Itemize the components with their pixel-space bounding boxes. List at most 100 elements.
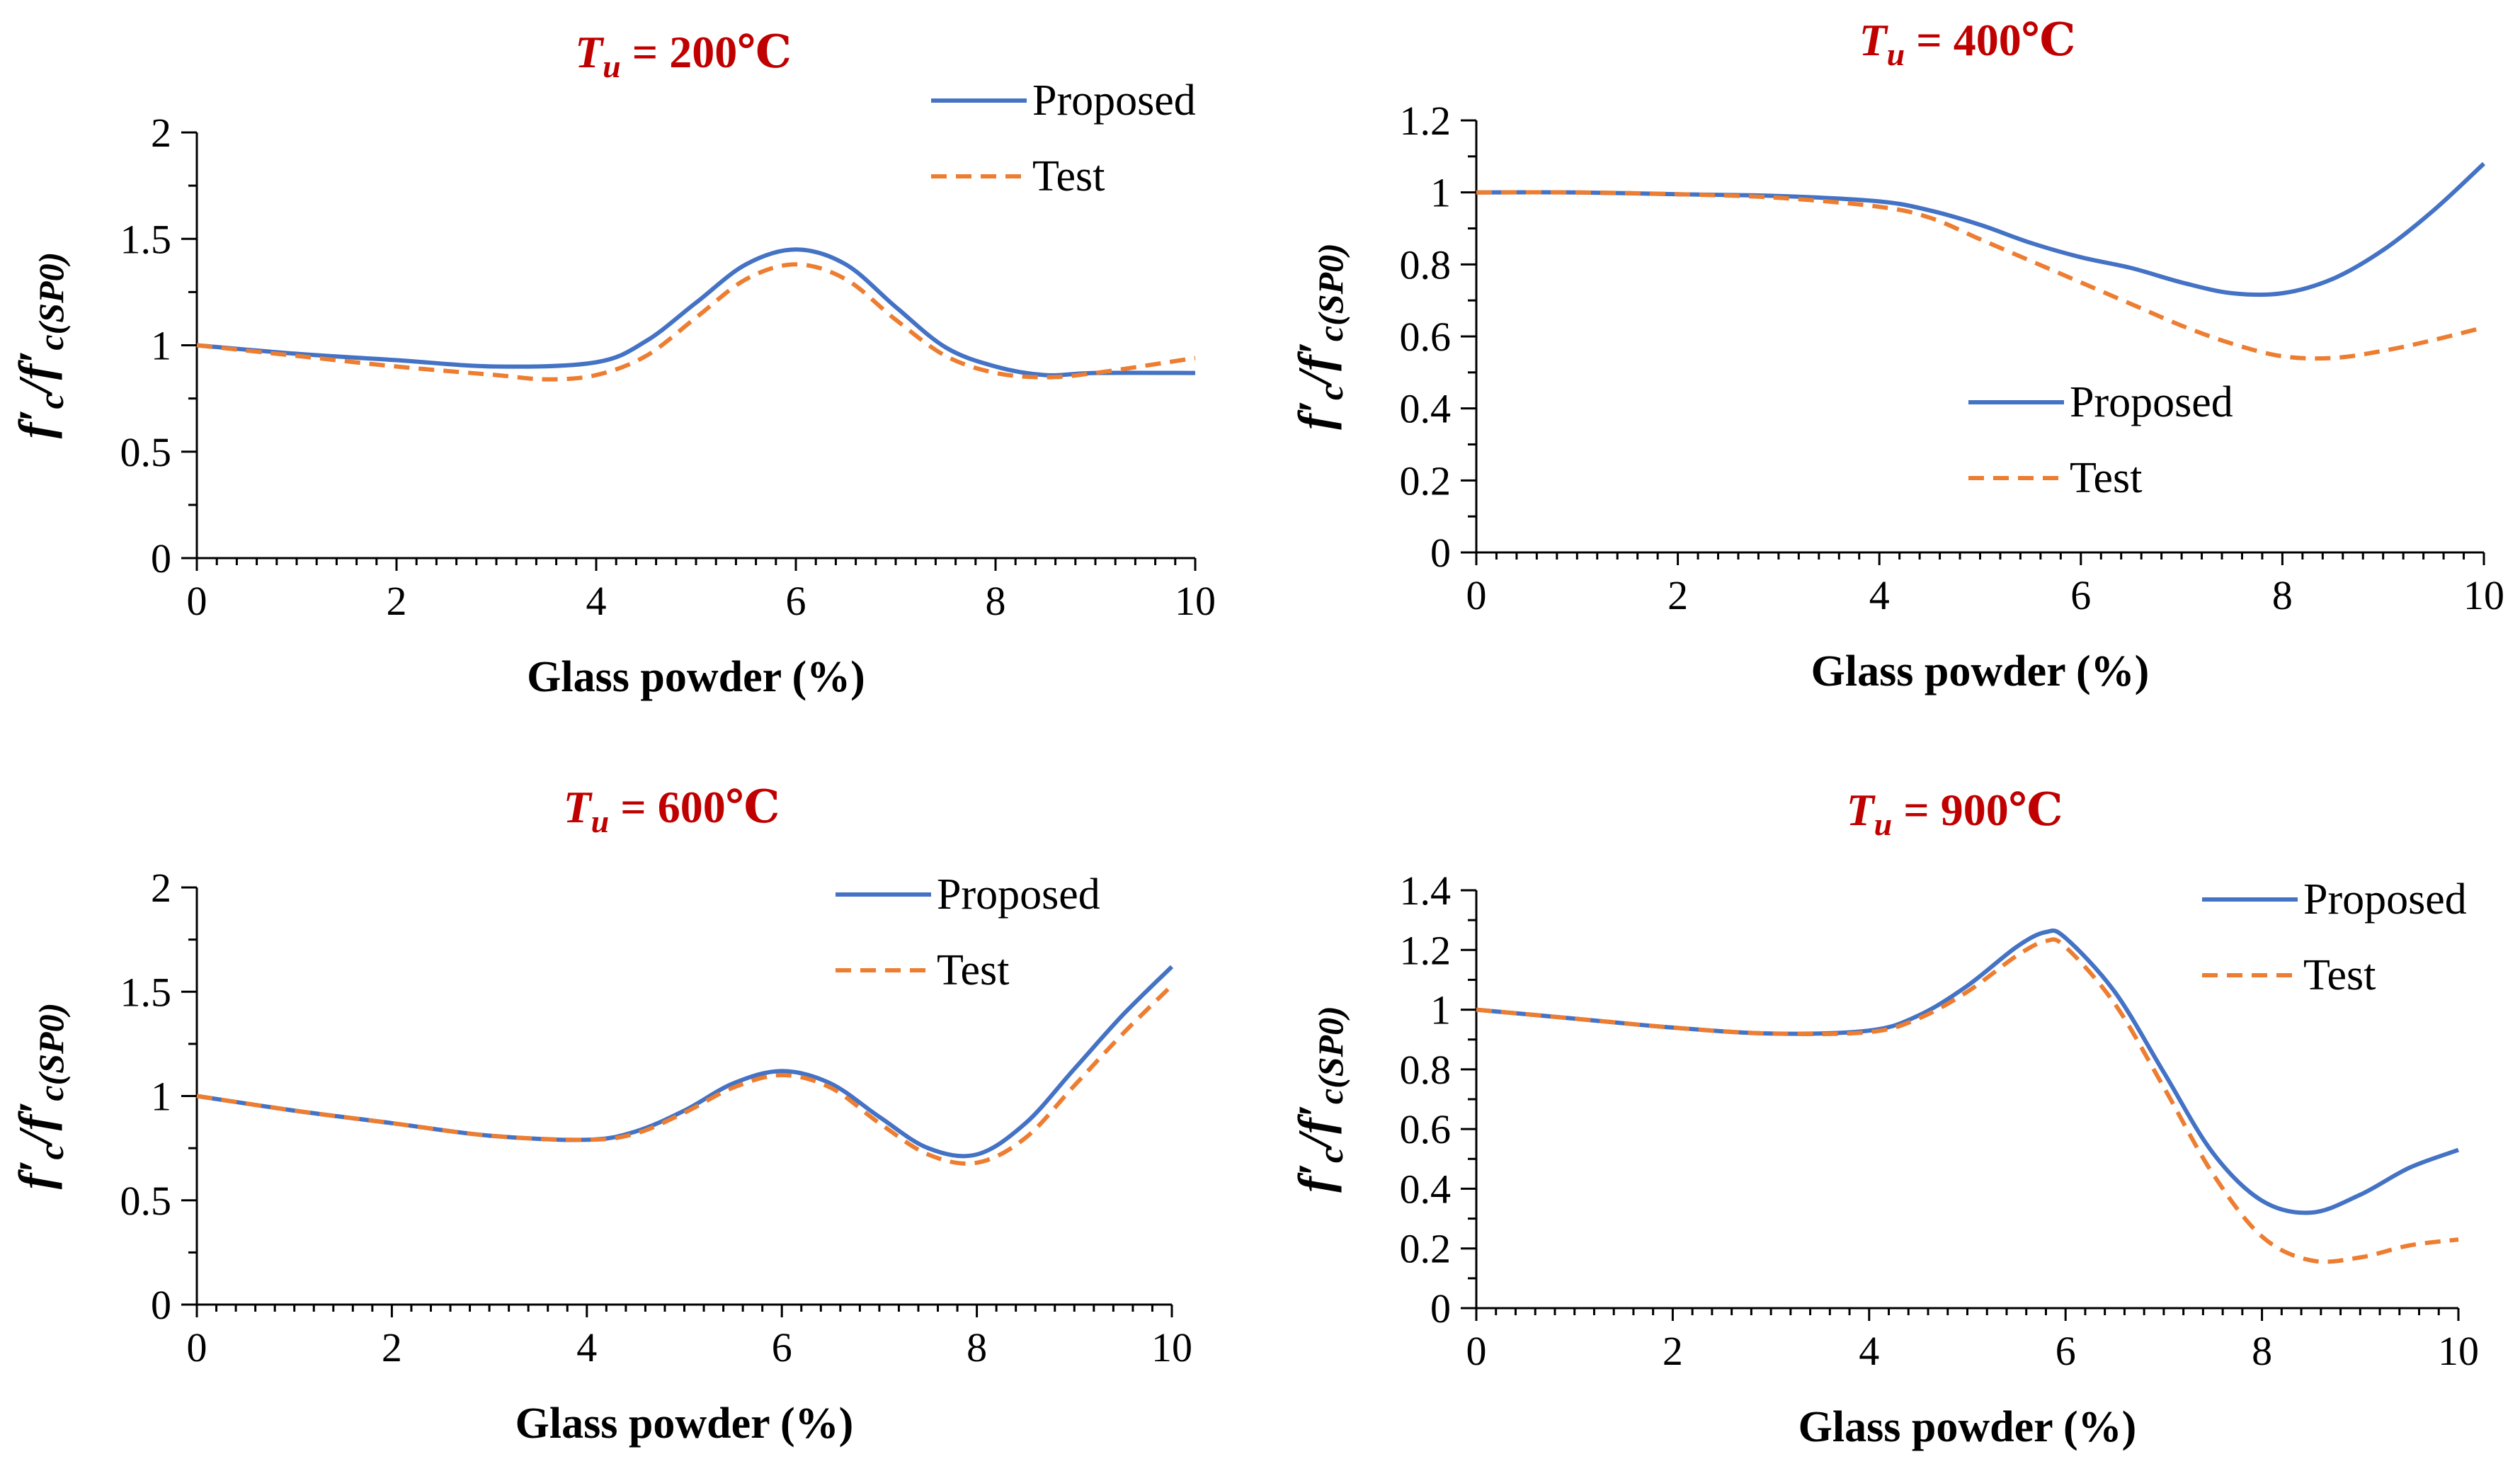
chart-title: Tu = 200℃ (575, 27, 792, 84)
series-line-test (196, 262, 1196, 382)
x-tick-label: 8 (2272, 572, 2293, 618)
x-tick-label: 8 (986, 578, 1006, 624)
y-tick-label: 1 (1430, 170, 1451, 216)
x-tick-label: 10 (1151, 1324, 1192, 1370)
title-subscript: u (1887, 36, 1905, 72)
y-title-sep: /f′ (1288, 1104, 1342, 1151)
y-tick-label: 0 (1430, 1285, 1451, 1332)
chart-title: Tu = 900℃ (1847, 785, 2063, 842)
y-title-sub1: c (1311, 1147, 1350, 1163)
series-line-proposed (196, 965, 1174, 1159)
legend-label-test: Test (2303, 951, 2376, 999)
y-tick-label: 2 (151, 110, 171, 156)
y-tick-label: 0 (1430, 530, 1451, 576)
x-tick-label: 10 (2438, 1328, 2479, 1374)
y-title-f1: f′ (8, 1159, 62, 1189)
x-axis-title: Glass powder (%) (1811, 647, 2150, 696)
y-title-sub1: c (31, 1144, 71, 1159)
y-title-sub1: c (31, 393, 71, 409)
y-title-sep: /f′ (1288, 341, 1342, 388)
y-tick-label: 0.4 (1400, 386, 1452, 432)
y-tick-label: 0.6 (1400, 314, 1452, 360)
legend-label-proposed: Proposed (2303, 875, 2467, 924)
series-line-proposed (1476, 161, 2486, 297)
title-rest: = 400℃ (1905, 15, 2075, 65)
x-tick-label: 0 (187, 1324, 207, 1370)
y-title-sub1: c (1311, 385, 1350, 400)
x-tick-label: 0 (187, 578, 207, 624)
series-line-proposed (196, 247, 1196, 377)
title-symbol: T (1847, 785, 1876, 835)
legend-label-test: Test (937, 946, 1009, 994)
chart-title: Tu = 600℃ (564, 782, 780, 839)
y-title-sub2: c(SP0) (1311, 243, 1350, 341)
series-line-proposed (1476, 929, 2460, 1215)
y-title-sep: /f′ (8, 1101, 62, 1148)
chart-panel-3: 0 2 4 6 8 10 0 0.5 1 1.5 2 Glass powder (%) f′c/f′c(… (8, 782, 1192, 1448)
title-rest: = 600℃ (609, 782, 780, 832)
y-tick-label: 1.5 (120, 216, 172, 262)
y-tick-label: 0.6 (1400, 1106, 1452, 1152)
x-tick-label: 2 (1663, 1328, 1683, 1374)
y-tick-label: 0.2 (1400, 1226, 1452, 1272)
x-tick-label: 2 (387, 578, 407, 624)
x-tick-label: 6 (786, 578, 806, 624)
y-axis-title: f′c/f′c(SP0) (1288, 1006, 1350, 1193)
y-tick-label: 0 (151, 535, 171, 581)
y-tick-label: 1 (151, 1074, 171, 1120)
title-symbol: T (575, 27, 605, 77)
y-title-sub2: c(SP0) (1311, 1006, 1350, 1104)
title-symbol: T (1859, 15, 1889, 65)
chart-panel-2: 0 2 4 6 8 10 0 0.2 0.4 0.6 0.8 1 1.2 Glass powder (%)… (1288, 15, 2504, 696)
x-axis-title: Glass powder (%) (1798, 1403, 2137, 1451)
y-tick-label: 1.2 (1400, 98, 1452, 144)
title-rest: = 200℃ (621, 27, 792, 77)
y-tick-label: 1.5 (120, 969, 172, 1015)
y-title-sep: /f′ (8, 351, 62, 397)
y-tick-label: 1 (151, 323, 171, 369)
y-tick-label: 2 (151, 865, 171, 911)
y-tick-label: 0.8 (1400, 242, 1452, 288)
y-axis-title: f′c/f′c(SP0) (8, 252, 71, 439)
x-axis-title: Glass powder (%) (515, 1400, 854, 1448)
title-subscript: u (591, 803, 610, 839)
x-tick-label: 2 (1667, 572, 1688, 618)
legend-label-test: Test (2070, 454, 2142, 502)
y-title-f1: f′ (1288, 400, 1342, 430)
series-line-test (1476, 190, 2485, 361)
x-tick-label: 10 (1175, 578, 1216, 624)
y-axis-title: f′c/f′c(SP0) (8, 1003, 71, 1190)
y-tick-label: 0.5 (120, 1178, 172, 1224)
x-tick-label: 4 (1859, 1328, 1879, 1374)
x-tick-label: 4 (576, 1324, 597, 1370)
series-line-test (1476, 937, 2459, 1264)
y-title-f1: f′ (1288, 1163, 1342, 1193)
title-symbol: T (564, 782, 593, 832)
x-tick-label: 8 (967, 1324, 987, 1370)
legend-label-proposed: Proposed (937, 870, 1100, 919)
x-tick-label: 2 (382, 1324, 402, 1370)
chart-panel-4: 0 2 4 6 8 10 0 0.2 0.4 0.6 0.8 1 1.2 1.4 Glass powder … (1288, 785, 2479, 1451)
y-tick-label: 1.4 (1400, 868, 1452, 914)
x-axis-title: Glass powder (%) (527, 653, 865, 701)
title-subscript: u (1874, 806, 1893, 842)
y-tick-label: 0.4 (1400, 1166, 1452, 1212)
y-tick-label: 1 (1430, 987, 1451, 1033)
y-tick-label: 0.2 (1400, 458, 1452, 504)
y-title-f1: f′ (8, 409, 62, 438)
legend-label-test: Test (1032, 152, 1105, 200)
x-tick-label: 4 (586, 578, 607, 624)
x-tick-label: 0 (1466, 1328, 1487, 1374)
series-line-test (196, 984, 1174, 1166)
x-tick-label: 6 (2056, 1328, 2076, 1374)
x-tick-label: 10 (2463, 572, 2504, 618)
legend-label-proposed: Proposed (2070, 378, 2233, 426)
title-rest: = 900℃ (1892, 785, 2063, 835)
x-tick-label: 8 (2252, 1328, 2272, 1374)
y-tick-label: 0 (151, 1282, 171, 1328)
x-tick-label: 6 (772, 1324, 792, 1370)
y-tick-label: 0.8 (1400, 1047, 1452, 1093)
x-tick-label: 0 (1466, 572, 1487, 618)
y-tick-label: 1.2 (1400, 927, 1452, 973)
